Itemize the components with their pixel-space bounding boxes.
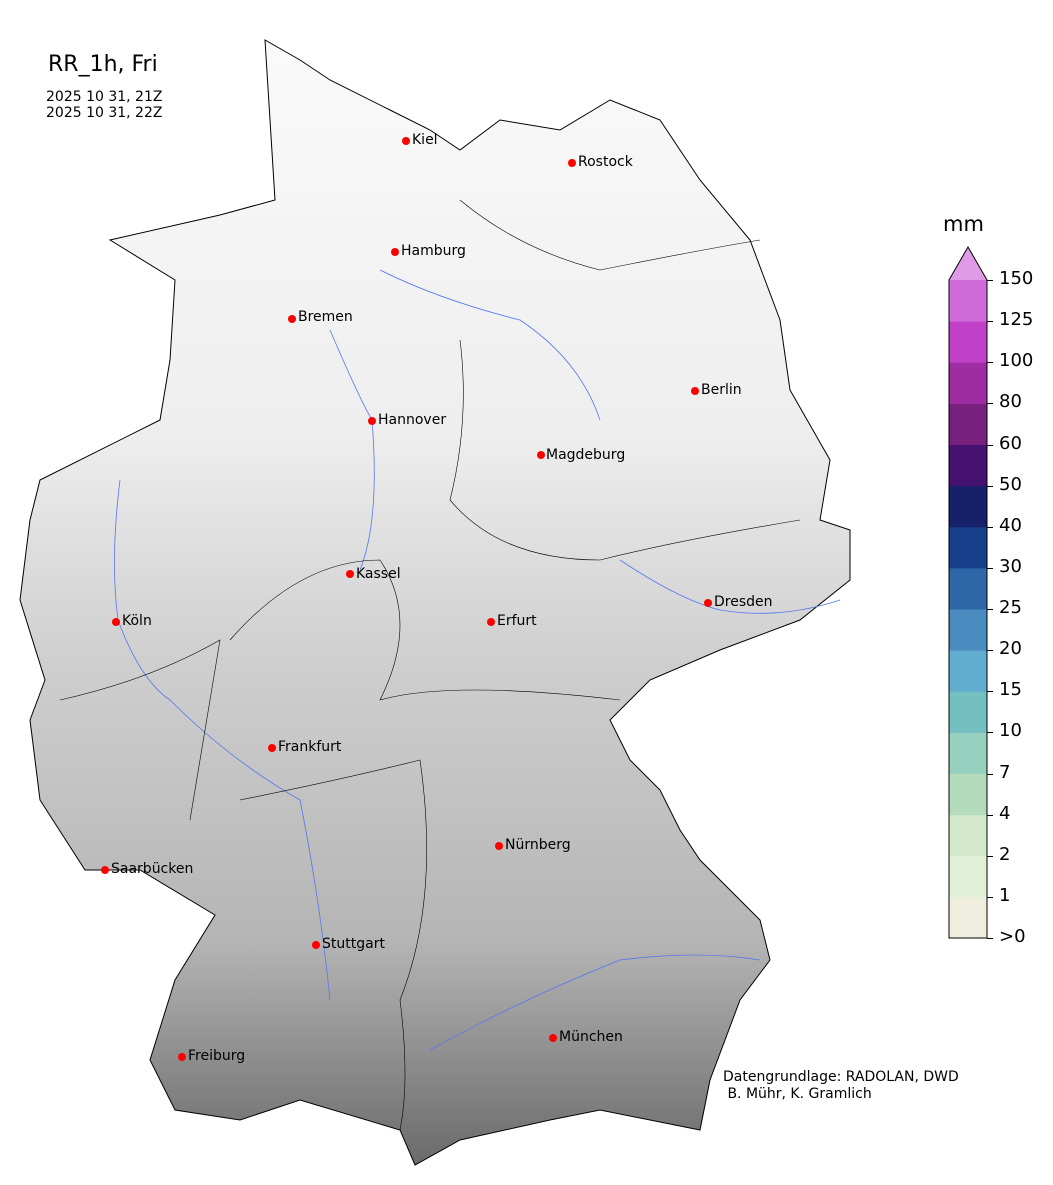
colorbar-tick bbox=[987, 526, 993, 528]
colorbar-tick-label: 30 bbox=[999, 555, 1022, 577]
colorbar-segment bbox=[949, 526, 987, 569]
colorbar-unit: mm bbox=[943, 212, 984, 236]
colorbar-segment bbox=[949, 896, 987, 939]
city-label: Saarbücken bbox=[111, 861, 194, 877]
city-marker bbox=[346, 570, 354, 578]
colorbar-tick-label: 2 bbox=[999, 843, 1011, 865]
city-marker bbox=[101, 866, 109, 874]
colorbar-tick bbox=[987, 732, 993, 734]
colorbar-tick-label: 50 bbox=[999, 473, 1022, 495]
colorbar-tick-label: 4 bbox=[999, 802, 1011, 824]
city-marker bbox=[568, 159, 576, 167]
colorbar-segment bbox=[949, 814, 987, 857]
city-marker bbox=[402, 137, 410, 145]
colorbar-tick-label: 125 bbox=[999, 309, 1034, 331]
colorbar-tick-label: 1 bbox=[999, 884, 1011, 906]
city-marker bbox=[537, 451, 545, 459]
time-end: 2025 10 31, 22Z bbox=[46, 105, 163, 121]
state-borders bbox=[59, 199, 801, 1131]
colorbar-segment bbox=[949, 609, 987, 651]
city-label: Bremen bbox=[298, 309, 353, 325]
colorbar-tick bbox=[987, 567, 993, 569]
colorbar-segment bbox=[949, 650, 987, 692]
city-label: Magdeburg bbox=[546, 447, 626, 463]
city-label: Kiel bbox=[412, 132, 438, 148]
city-label: Hannover bbox=[378, 412, 447, 428]
colorbar-segment bbox=[949, 321, 987, 363]
colorbar-tick bbox=[987, 403, 993, 405]
colorbar-tick bbox=[987, 362, 993, 364]
city-label: Hamburg bbox=[401, 243, 466, 259]
city-label: Erfurt bbox=[497, 613, 537, 629]
colorbar-tick bbox=[987, 321, 993, 323]
city-label: Nürnberg bbox=[505, 837, 571, 853]
colorbar-tick-label: >0 bbox=[999, 926, 1026, 947]
city-marker bbox=[487, 618, 495, 626]
colorbar-tick bbox=[987, 280, 993, 281]
colorbar-segment bbox=[949, 280, 987, 322]
time-start: 2025 10 31, 21Z bbox=[46, 89, 163, 105]
colorbar-segment bbox=[949, 732, 987, 774]
colorbar-tick bbox=[987, 814, 993, 816]
city-marker bbox=[691, 387, 699, 395]
colorbar-tick-label: 100 bbox=[999, 350, 1034, 372]
city-label: Kassel bbox=[356, 566, 401, 582]
colorbar-segment bbox=[949, 773, 987, 816]
city-marker bbox=[268, 744, 276, 752]
city-marker bbox=[368, 417, 376, 425]
city-label: Rostock bbox=[578, 154, 633, 170]
colorbar-tick bbox=[987, 855, 993, 857]
rivers bbox=[114, 269, 841, 1051]
colorbar-tick bbox=[987, 938, 993, 939]
colorbar-tick bbox=[987, 444, 993, 446]
city-label: Köln bbox=[122, 613, 152, 629]
colorbar-tick-label: 80 bbox=[999, 391, 1022, 413]
colorbar-tick bbox=[987, 896, 993, 898]
city-label: Dresden bbox=[714, 594, 773, 610]
colorbar-segment bbox=[949, 855, 987, 898]
colorbar-outline bbox=[948, 246, 988, 939]
city-label: München bbox=[559, 1029, 623, 1045]
colorbar-segment bbox=[949, 444, 987, 487]
colorbar-tick bbox=[987, 773, 993, 775]
colorbar-tick-label: 60 bbox=[999, 432, 1022, 454]
colorbar-tick bbox=[987, 485, 993, 487]
colorbar-tick-label: 10 bbox=[999, 720, 1022, 742]
colorbar-segment bbox=[949, 691, 987, 733]
city-label: Freiburg bbox=[188, 1048, 246, 1064]
city-marker bbox=[704, 599, 712, 607]
colorbar bbox=[948, 246, 988, 939]
colorbar-segment bbox=[949, 247, 987, 280]
city-marker bbox=[495, 842, 503, 850]
colorbar-segment bbox=[949, 403, 987, 445]
city-label: Stuttgart bbox=[322, 936, 385, 952]
colorbar-tick bbox=[987, 609, 993, 610]
colorbar-segment bbox=[949, 362, 987, 404]
city-label: Berlin bbox=[701, 382, 742, 398]
colorbar-tick-label: 25 bbox=[999, 597, 1022, 618]
city-marker bbox=[178, 1053, 186, 1061]
colorbar-tick-label: 7 bbox=[999, 761, 1011, 783]
colorbar-tick bbox=[987, 691, 993, 693]
city-marker bbox=[549, 1034, 557, 1042]
colorbar-tick bbox=[987, 650, 993, 652]
colorbar-tick-label: 40 bbox=[999, 514, 1022, 536]
map-title: RR_1h, Fri bbox=[48, 52, 158, 77]
colorbar-tick-label: 15 bbox=[999, 679, 1022, 701]
city-marker bbox=[288, 315, 296, 323]
colorbar-tick-label: 20 bbox=[999, 638, 1022, 660]
data-credit: Datengrundlage: RADOLAN, DWD B. Mühr, K.… bbox=[723, 1069, 959, 1102]
city-label: Frankfurt bbox=[278, 739, 342, 755]
city-marker bbox=[391, 248, 399, 256]
colorbar-segment bbox=[949, 485, 987, 528]
colorbar-segment bbox=[949, 567, 987, 610]
germany-outline bbox=[19, 39, 851, 1166]
city-marker bbox=[312, 941, 320, 949]
city-marker bbox=[112, 618, 120, 626]
colorbar-tick-label: 150 bbox=[999, 268, 1034, 289]
